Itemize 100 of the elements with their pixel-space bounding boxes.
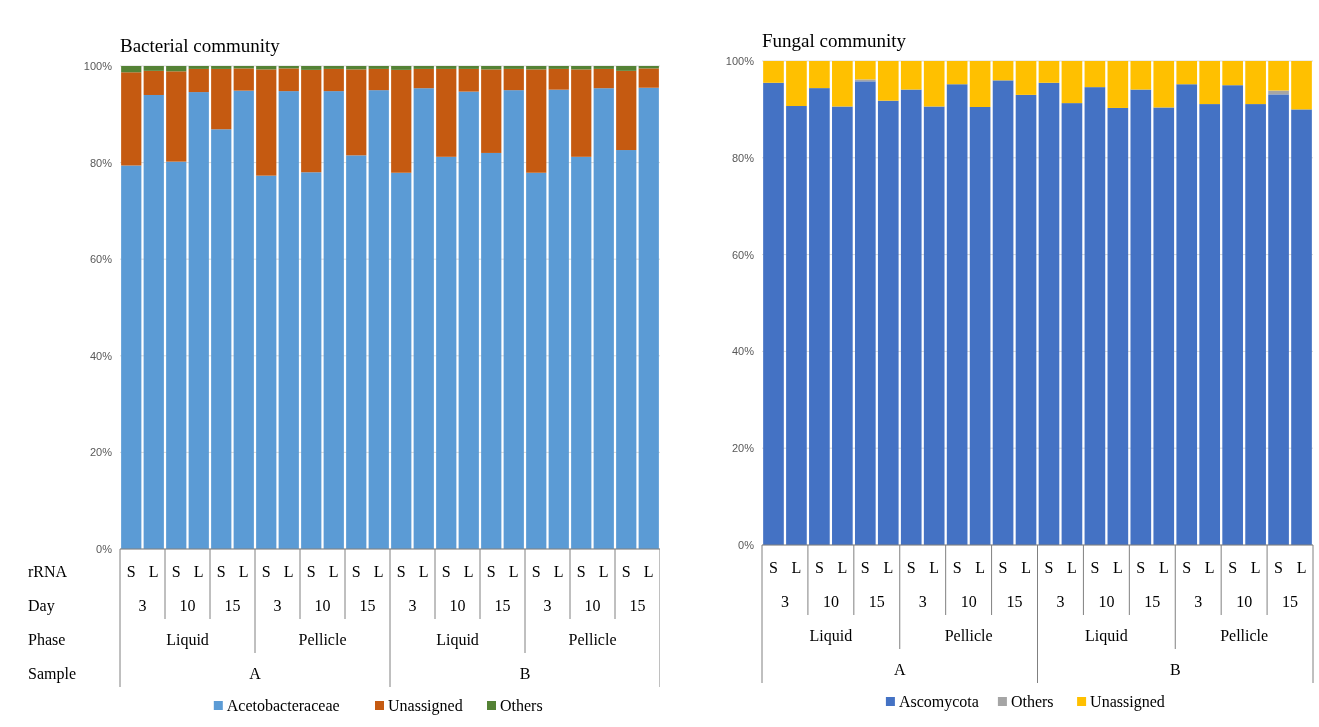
x-tick-label: L — [1250, 559, 1261, 576]
x-tick-label: S — [126, 563, 136, 580]
text: 10 — [960, 593, 977, 610]
bar — [992, 61, 1014, 81]
x-tick-label: L — [1112, 559, 1123, 576]
bar — [413, 88, 434, 549]
x-tick-label: L — [508, 563, 519, 580]
text: 3 — [1194, 593, 1203, 610]
bar — [256, 175, 277, 549]
text: A — [249, 665, 261, 682]
bar — [413, 68, 434, 89]
bar — [1107, 107, 1129, 545]
x-tick-label: L — [148, 563, 159, 580]
bar — [1245, 61, 1266, 105]
bar — [233, 90, 254, 549]
bar — [1084, 87, 1106, 545]
bar — [188, 68, 209, 93]
bar — [503, 66, 524, 69]
bar — [391, 69, 412, 173]
x-tick-label: S — [576, 563, 586, 580]
x-tick-label: L — [328, 563, 339, 580]
bar — [763, 61, 784, 83]
bar — [571, 69, 592, 157]
text: 15 — [868, 593, 885, 610]
legend-label: Ascomycota — [898, 693, 979, 711]
x-tick-label: S — [952, 559, 962, 576]
x-tick-label: L — [929, 559, 940, 576]
bar — [877, 100, 899, 545]
bar — [368, 90, 389, 549]
y-tick-label: 100% — [725, 55, 755, 68]
text: 3 — [780, 593, 789, 610]
x-tick-label: S — [396, 563, 406, 580]
x-tick-label: S — [1136, 559, 1146, 576]
bar — [638, 68, 659, 88]
bar — [143, 94, 164, 549]
bar — [121, 165, 142, 549]
bar — [211, 68, 232, 130]
chart-title: Bacterial community — [120, 35, 281, 56]
text: 10 — [822, 593, 839, 610]
bar — [923, 61, 945, 107]
bar — [1153, 107, 1175, 545]
bar — [166, 161, 187, 549]
text: Sample — [28, 665, 76, 683]
x-tick-label: L — [1021, 559, 1031, 576]
x-tick-label: S — [1274, 559, 1284, 576]
bar — [809, 61, 830, 89]
bar — [458, 91, 479, 549]
text: 10 — [1236, 593, 1253, 610]
bar — [616, 66, 637, 71]
bar — [526, 69, 547, 173]
bar — [143, 70, 164, 95]
bar — [526, 172, 547, 549]
bar — [763, 82, 784, 545]
text: Pellicle — [944, 627, 993, 644]
bar — [301, 66, 322, 70]
chart-title: Fungal community — [762, 30, 907, 51]
x-tick-label: L — [837, 559, 848, 576]
x-tick-label: S — [531, 563, 541, 580]
text: 10 — [179, 597, 196, 614]
bar — [786, 106, 807, 545]
x-tick-label: S — [171, 563, 181, 580]
bar — [854, 61, 876, 80]
bar — [458, 66, 479, 69]
bar — [1176, 61, 1198, 85]
x-tick-label: S — [814, 559, 824, 576]
x-tick-label: L — [975, 559, 985, 576]
text: 3 — [918, 593, 927, 610]
bar — [1153, 61, 1175, 108]
legend-label: Acetobacteraceae — [226, 697, 340, 714]
x-tick-label: L — [463, 563, 474, 580]
bar — [166, 66, 187, 72]
x-tick-label: S — [1044, 559, 1054, 576]
x-tick-label: L — [193, 563, 204, 580]
bar — [969, 106, 991, 545]
x-tick-label: S — [441, 563, 451, 580]
text: B — [519, 665, 531, 682]
bar — [166, 71, 187, 162]
bar — [346, 155, 367, 549]
bar — [503, 68, 524, 91]
text: 15 — [1144, 593, 1161, 610]
x-tick-label: L — [643, 563, 654, 580]
y-tick-label: 100% — [83, 60, 113, 73]
text: B — [1169, 661, 1181, 678]
bar — [1291, 109, 1312, 545]
bar — [548, 68, 569, 90]
bar — [121, 72, 142, 166]
text: 15 — [1282, 593, 1299, 610]
bar — [368, 66, 389, 69]
bar — [1038, 61, 1060, 83]
y-tick-label: 80% — [89, 156, 113, 169]
bar — [571, 156, 592, 549]
bar — [1291, 61, 1312, 110]
bar — [992, 80, 1014, 545]
bar — [436, 66, 457, 69]
bar — [969, 61, 991, 107]
bar — [1176, 84, 1198, 545]
x-tick-label: L — [553, 563, 564, 580]
text: 3 — [138, 597, 147, 614]
bar — [301, 69, 322, 173]
x-tick-label: S — [906, 559, 916, 576]
